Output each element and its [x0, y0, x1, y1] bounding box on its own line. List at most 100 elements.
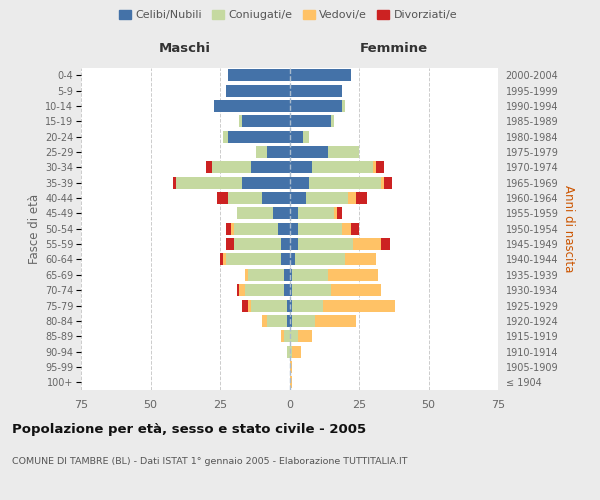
- Bar: [292, 284, 331, 296]
- Bar: [206, 162, 212, 173]
- Bar: [345, 254, 376, 266]
- Bar: [256, 146, 267, 158]
- Bar: [234, 238, 281, 250]
- Bar: [328, 146, 359, 158]
- Text: Femmine: Femmine: [359, 42, 428, 55]
- Bar: [356, 192, 367, 204]
- Bar: [298, 238, 353, 250]
- Bar: [290, 330, 298, 342]
- Bar: [239, 284, 245, 296]
- Bar: [262, 192, 290, 204]
- Bar: [292, 315, 314, 327]
- Bar: [290, 176, 309, 188]
- Bar: [226, 254, 281, 266]
- Bar: [290, 376, 292, 388]
- Bar: [343, 223, 350, 234]
- Bar: [309, 176, 381, 188]
- Bar: [337, 208, 343, 220]
- Bar: [251, 162, 290, 173]
- Bar: [376, 162, 384, 173]
- Bar: [373, 162, 376, 173]
- Bar: [242, 176, 290, 188]
- Bar: [287, 300, 290, 312]
- Bar: [223, 254, 226, 266]
- Bar: [331, 116, 334, 127]
- Bar: [223, 130, 229, 142]
- Bar: [231, 223, 234, 234]
- Bar: [242, 300, 248, 312]
- Bar: [220, 254, 223, 266]
- Bar: [295, 254, 345, 266]
- Text: Popolazione per età, sesso e stato civile - 2005: Popolazione per età, sesso e stato civil…: [12, 422, 366, 436]
- Bar: [262, 315, 267, 327]
- Bar: [287, 315, 290, 327]
- Bar: [290, 315, 292, 327]
- Bar: [234, 223, 278, 234]
- Bar: [290, 361, 292, 373]
- Bar: [281, 330, 284, 342]
- Bar: [278, 223, 290, 234]
- Bar: [290, 208, 298, 220]
- Bar: [290, 192, 306, 204]
- Bar: [323, 300, 395, 312]
- Bar: [314, 315, 356, 327]
- Bar: [267, 146, 290, 158]
- Bar: [348, 192, 356, 204]
- Bar: [290, 162, 312, 173]
- Bar: [290, 346, 292, 358]
- Bar: [292, 300, 323, 312]
- Bar: [236, 208, 273, 220]
- Bar: [290, 130, 304, 142]
- Bar: [226, 223, 231, 234]
- Bar: [384, 176, 392, 188]
- Bar: [298, 330, 312, 342]
- Bar: [334, 208, 337, 220]
- Bar: [248, 269, 284, 281]
- Bar: [229, 192, 262, 204]
- Bar: [212, 162, 251, 173]
- Bar: [290, 300, 292, 312]
- Bar: [226, 84, 290, 96]
- Bar: [239, 116, 242, 127]
- Bar: [214, 100, 290, 112]
- Bar: [343, 100, 345, 112]
- Bar: [273, 208, 290, 220]
- Bar: [229, 69, 290, 81]
- Bar: [298, 223, 343, 234]
- Bar: [353, 238, 381, 250]
- Text: Maschi: Maschi: [159, 42, 211, 55]
- Bar: [290, 284, 292, 296]
- Bar: [290, 116, 331, 127]
- Bar: [328, 269, 379, 281]
- Bar: [284, 284, 290, 296]
- Bar: [281, 254, 290, 266]
- Bar: [251, 300, 287, 312]
- Bar: [245, 284, 284, 296]
- Bar: [290, 146, 328, 158]
- Bar: [281, 238, 290, 250]
- Bar: [290, 254, 295, 266]
- Bar: [245, 269, 248, 281]
- Bar: [290, 100, 343, 112]
- Bar: [312, 162, 373, 173]
- Bar: [290, 84, 343, 96]
- Bar: [350, 223, 359, 234]
- Bar: [298, 208, 334, 220]
- Bar: [331, 284, 381, 296]
- Legend: Celibi/Nubili, Coniugati/e, Vedovi/e, Divorziati/e: Celibi/Nubili, Coniugati/e, Vedovi/e, Di…: [114, 6, 462, 25]
- Bar: [304, 130, 309, 142]
- Bar: [176, 176, 242, 188]
- Bar: [236, 284, 239, 296]
- Bar: [290, 269, 292, 281]
- Bar: [290, 223, 298, 234]
- Bar: [226, 238, 234, 250]
- Bar: [290, 238, 298, 250]
- Text: COMUNE DI TAMBRE (BL) - Dati ISTAT 1° gennaio 2005 - Elaborazione TUTTITALIA.IT: COMUNE DI TAMBRE (BL) - Dati ISTAT 1° ge…: [12, 458, 407, 466]
- Bar: [173, 176, 176, 188]
- Bar: [292, 346, 301, 358]
- Bar: [229, 130, 290, 142]
- Bar: [381, 176, 384, 188]
- Bar: [242, 116, 290, 127]
- Bar: [284, 330, 290, 342]
- Bar: [284, 269, 290, 281]
